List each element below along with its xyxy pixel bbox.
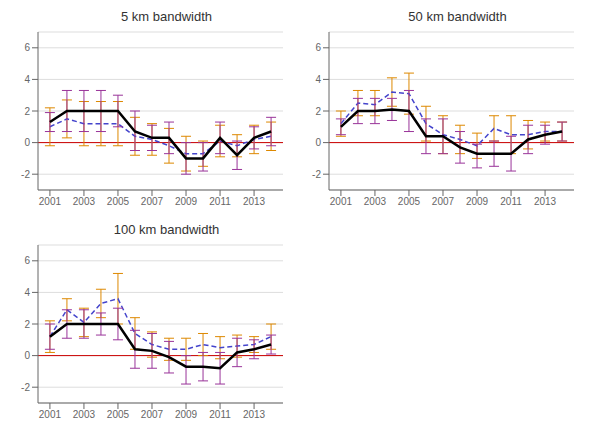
svg-text:2003: 2003: [73, 409, 96, 420]
svg-text:-2: -2: [21, 382, 30, 393]
svg-text:-2: -2: [312, 169, 321, 180]
svg-text:2009: 2009: [175, 196, 198, 207]
svg-text:2009: 2009: [466, 196, 489, 207]
svg-text:2003: 2003: [364, 196, 387, 207]
svg-text:2: 2: [24, 106, 30, 117]
svg-text:2011: 2011: [500, 196, 522, 207]
svg-text:2003: 2003: [73, 196, 96, 207]
svg-text:2005: 2005: [107, 409, 130, 420]
svg-text:2001: 2001: [39, 196, 62, 207]
svg-text:2007: 2007: [432, 196, 455, 207]
svg-text:2005: 2005: [398, 196, 421, 207]
svg-text:6: 6: [24, 255, 30, 266]
svg-text:2: 2: [24, 319, 30, 330]
svg-text:2011: 2011: [209, 196, 231, 207]
svg-text:4: 4: [24, 287, 30, 298]
svg-text:6: 6: [315, 42, 321, 53]
html-text:5 km bandwidth: 5 km bandwidth: [121, 9, 212, 24]
svg-text:2007: 2007: [141, 409, 164, 420]
svg-text:0: 0: [315, 137, 321, 148]
svg-text:6: 6: [24, 42, 30, 53]
svg-text:2013: 2013: [534, 196, 557, 207]
svg-text:4: 4: [315, 74, 321, 85]
html-text:100 km bandwidth: 100 km bandwidth: [113, 222, 220, 237]
svg-text:-2: -2: [21, 169, 30, 180]
svg-text:2011: 2011: [209, 409, 231, 420]
svg-text:2: 2: [315, 106, 321, 117]
svg-text:2005: 2005: [107, 196, 130, 207]
svg-text:2013: 2013: [243, 196, 266, 207]
svg-text:2001: 2001: [330, 196, 353, 207]
svg-text:2007: 2007: [141, 196, 164, 207]
svg-text:4: 4: [24, 74, 30, 85]
svg-text:2009: 2009: [175, 409, 198, 420]
html-text:50 km bandwidth: 50 km bandwidth: [408, 9, 507, 24]
svg-text:0: 0: [24, 350, 30, 361]
svg-text:2001: 2001: [39, 409, 62, 420]
svg-text:2013: 2013: [243, 409, 266, 420]
svg-text:0: 0: [24, 137, 30, 148]
